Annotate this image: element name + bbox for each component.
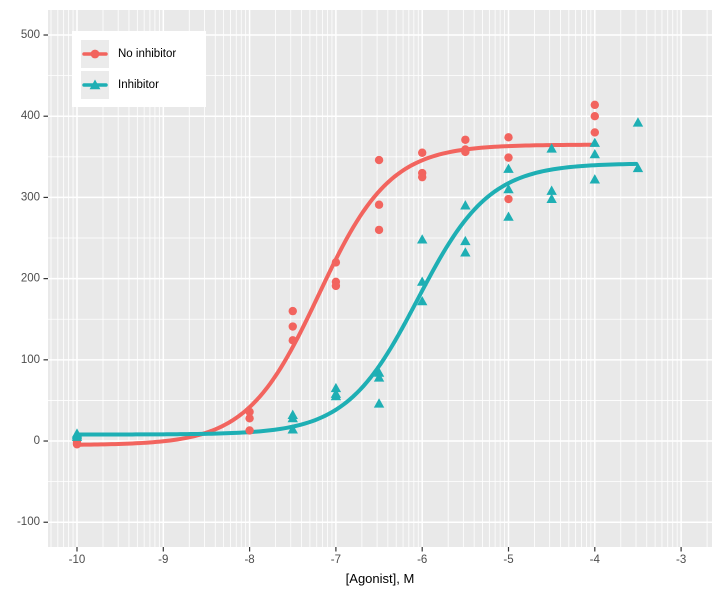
tick-label: 0 (34, 435, 40, 447)
data-point (373, 372, 385, 382)
tick-label: 400 (21, 110, 40, 122)
data-point (374, 155, 384, 165)
data-point (546, 185, 557, 195)
tick-label: -100 (17, 516, 40, 528)
axis-ticks (43, 34, 682, 552)
data-point (288, 322, 297, 331)
data-point (504, 194, 513, 204)
data-point (590, 112, 600, 121)
legend-label-no-inhibitor: No inhibitor (118, 47, 177, 60)
data-point (590, 128, 600, 137)
data-point (245, 414, 254, 423)
tick-label: 300 (21, 191, 40, 203)
data-point (503, 211, 514, 221)
data-point (331, 258, 341, 267)
data-point (589, 137, 601, 147)
data-point (72, 440, 82, 449)
data-point (330, 382, 342, 393)
legend-label-inhibitor: Inhibitor (118, 78, 159, 91)
data-point (417, 234, 428, 244)
legend: No inhibitor Inhibitor (72, 31, 206, 107)
data-point (461, 135, 470, 144)
data-point (460, 200, 471, 210)
points-inhibitor (71, 117, 644, 441)
data-point (546, 143, 557, 153)
tick-label: -4 (590, 554, 601, 566)
data-point (504, 153, 513, 162)
x-axis-title: [Agonist], M (345, 571, 415, 586)
data-point (460, 247, 471, 257)
data-point (288, 306, 297, 316)
data-point (503, 163, 514, 173)
data-point (460, 235, 471, 246)
points-no-inhibitor (72, 100, 600, 449)
data-point (632, 162, 644, 173)
data-point (288, 336, 297, 345)
tick-label: 100 (21, 354, 40, 366)
triangle-marker-icon (81, 70, 109, 99)
data-point (418, 172, 427, 182)
data-point (503, 183, 514, 194)
tick-label: -10 (69, 554, 86, 566)
data-point (590, 100, 600, 110)
data-point (461, 147, 470, 157)
tick-label: -8 (244, 554, 254, 566)
legend-item-no-inhibitor: No inhibitor (81, 38, 200, 69)
data-point (417, 295, 428, 306)
data-point (245, 426, 254, 435)
data-point (417, 276, 428, 286)
legend-item-inhibitor: Inhibitor (81, 69, 200, 100)
data-point (287, 424, 298, 434)
data-point (546, 193, 557, 203)
legend-key-inhibitor (81, 70, 109, 99)
tick-label: -5 (503, 554, 513, 566)
circle-marker-icon (81, 39, 109, 68)
data-point (331, 281, 341, 291)
data-point (330, 390, 342, 401)
data-point (373, 367, 385, 377)
data-point (589, 174, 601, 184)
data-point (504, 133, 513, 142)
data-point (287, 412, 298, 423)
tick-label: 500 (21, 29, 40, 41)
data-point (418, 148, 427, 157)
tick-label: -3 (676, 554, 686, 566)
tick-label: 200 (21, 273, 40, 285)
tick-label: -6 (417, 554, 427, 566)
tick-label: -7 (331, 554, 341, 566)
data-point (632, 117, 644, 127)
tick-label: -9 (158, 554, 168, 566)
data-point (71, 431, 83, 441)
data-point (374, 225, 384, 235)
fit-curve-inhibitor (75, 161, 639, 437)
data-point (373, 398, 385, 408)
data-point (589, 148, 601, 159)
tick-labels: -10 -9 -8 -7 -6 -5 -4 -3 -100 0 100 200 300 400 500 (17, 29, 686, 566)
legend-key-no-inhibitor (81, 39, 109, 68)
data-point (245, 407, 254, 416)
data-point (374, 200, 384, 209)
